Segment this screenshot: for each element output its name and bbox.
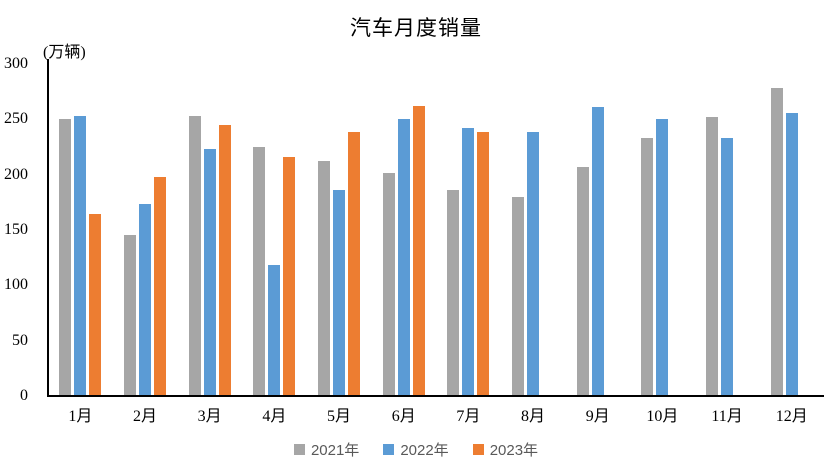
x-tick-label-4月: 4月 (262, 408, 287, 425)
y-axis-unit-label: (万辆) (43, 44, 86, 61)
y-axis-line (47, 59, 49, 396)
bar-group-6月 (371, 64, 436, 396)
legend-label: 2022年 (400, 442, 449, 459)
x-tick-label-9月: 9月 (585, 408, 610, 425)
bar-2022年-10月 (656, 118, 669, 396)
bar-2021年-10月 (641, 137, 654, 396)
x-tick-label-6月: 6月 (391, 408, 416, 425)
y-tick-label: 200 (4, 165, 28, 183)
bar-2022年-3月 (203, 148, 216, 396)
x-tick-label-11月: 11月 (711, 408, 743, 425)
bar-group-9月 (565, 64, 630, 396)
bar-2022年-2月 (139, 203, 151, 396)
bar-2023年-5月 (348, 132, 361, 396)
legend-item-2023年: 2023年 (472, 439, 539, 460)
bar-2023年-1月 (89, 213, 102, 396)
chart-legend: 2021年 2022年 2023年 (0, 439, 832, 460)
legend-label: 2021年 (310, 442, 360, 459)
x-tick-label-3月: 3月 (197, 408, 222, 425)
bar-2022年-4月 (268, 265, 281, 396)
bar-2022年-7月 (462, 128, 475, 396)
bar-2021年-7月 (447, 189, 460, 396)
x-tick-label-1月: 1月 (68, 408, 93, 425)
x-tick-label-5月: 5月 (327, 408, 352, 425)
y-tick-label: 100 (4, 276, 28, 294)
legend-swatch-2023年 (472, 444, 484, 455)
bar-group-8月 (501, 64, 566, 396)
bar-2021年-8月 (512, 196, 525, 396)
bar-2022年-5月 (333, 189, 346, 396)
bar-2023年-7月 (477, 131, 490, 396)
bar-2021年-11月 (706, 116, 719, 396)
bar-2022年-11月 (721, 138, 734, 396)
x-axis-labels: 1月 2月 3月 4月 5月 6月 7月 8月 9月 10月 11月 12月 (48, 402, 824, 426)
plot-area (47, 59, 824, 397)
bar-group-1月 (48, 64, 113, 396)
y-tick-label: 50 (12, 331, 28, 349)
x-tick-label-7月: 7月 (456, 408, 481, 425)
legend-swatch-2022年 (383, 444, 395, 455)
bar-group-7月 (436, 64, 501, 396)
bar-2021年-6月 (382, 173, 395, 396)
bar-2022年-9月 (591, 107, 604, 396)
bar-group-5月 (307, 64, 372, 396)
x-tick-label-8月: 8月 (521, 408, 546, 425)
bar-2022年-6月 (397, 119, 410, 396)
bar-group-2月 (113, 64, 178, 396)
x-tick-label-12月: 12月 (775, 408, 808, 425)
bar-2021年-12月 (770, 87, 783, 396)
bar-2021年-4月 (253, 146, 266, 396)
y-axis-ticks: 0 50 100 150 200 250 300 (0, 55, 28, 404)
chart-title: 汽车月度销量 (350, 16, 482, 40)
x-tick-label-10月: 10月 (646, 408, 679, 425)
y-tick-label: 150 (4, 221, 28, 238)
bar-2023年-2月 (154, 177, 166, 396)
bar-2021年-5月 (318, 160, 331, 396)
legend-item-2022年: 2022年 (383, 439, 449, 460)
bar-group-10月 (630, 64, 695, 396)
bar-2021年-3月 (188, 116, 201, 396)
bar-2021年-2月 (124, 234, 136, 396)
bar-group-12月 (759, 64, 824, 396)
legend-item-2021年: 2021年 (293, 439, 360, 460)
bar-group-4月 (242, 64, 307, 396)
legend-swatch-2021年 (293, 444, 305, 455)
bar-2021年-9月 (576, 167, 589, 396)
bar-2023年-3月 (218, 124, 231, 396)
y-tick-label: 0 (20, 387, 28, 404)
bar-group-3月 (177, 64, 242, 396)
plot-bars (48, 64, 824, 396)
y-tick-label: 250 (4, 110, 28, 128)
bar-2022年-8月 (527, 132, 540, 396)
bar-2023年-6月 (412, 105, 425, 396)
bar-2021年-1月 (59, 119, 72, 396)
bar-2023年-4月 (283, 157, 296, 396)
bar-2022年-12月 (785, 113, 798, 396)
legend-label: 2023年 (489, 442, 539, 459)
bar-group-11月 (695, 64, 760, 396)
x-axis-line (47, 395, 824, 397)
bar-2022年-1月 (74, 115, 87, 396)
y-tick-label: 300 (4, 55, 28, 72)
x-tick-label-2月: 2月 (133, 408, 158, 425)
